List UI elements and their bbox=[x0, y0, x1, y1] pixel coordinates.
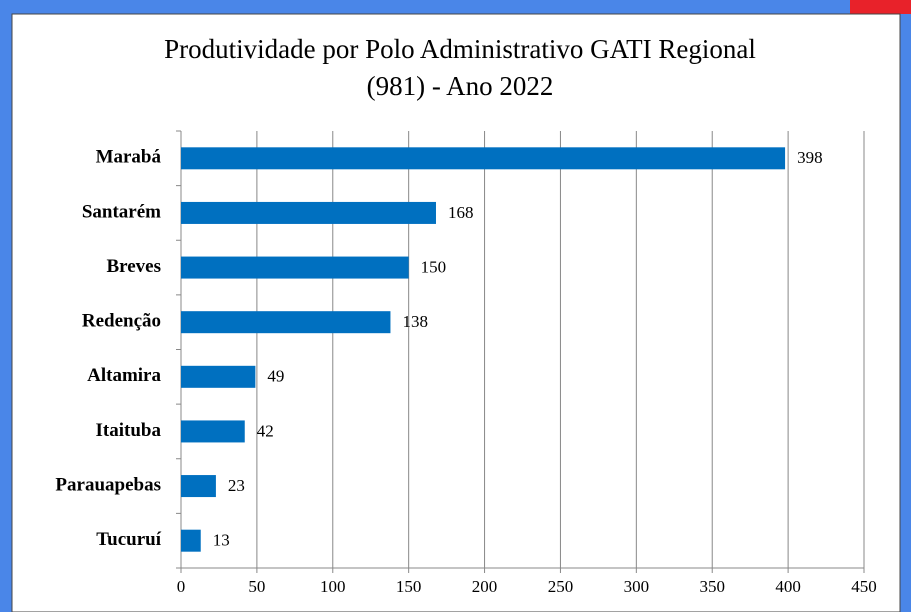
x-tick-label: 200 bbox=[472, 577, 498, 596]
x-tick-label: 50 bbox=[248, 577, 265, 596]
y-tick-label: Tucuruí bbox=[96, 529, 161, 550]
bar bbox=[181, 256, 409, 279]
chart-title: (981) - Ano 2022 bbox=[367, 71, 554, 101]
bar bbox=[181, 475, 216, 498]
x-tick-label: 300 bbox=[624, 577, 650, 596]
x-tick-label: 150 bbox=[396, 577, 422, 596]
x-tick-label: 0 bbox=[177, 577, 186, 596]
bar bbox=[181, 365, 256, 388]
y-tick-label: Itaituba bbox=[96, 420, 162, 441]
panel bbox=[11, 13, 901, 612]
x-tick-label: 350 bbox=[699, 577, 725, 596]
x-tick-label: 100 bbox=[320, 577, 346, 596]
y-tick-label: Parauapebas bbox=[55, 474, 161, 495]
y-tick-label: Breves bbox=[106, 256, 161, 277]
value-label: 49 bbox=[267, 367, 284, 386]
x-tick-label: 450 bbox=[851, 577, 877, 596]
y-tick-label: Redenção bbox=[82, 311, 161, 332]
chart-title: Produtividade por Polo Administrativo GA… bbox=[164, 34, 756, 64]
bar bbox=[181, 529, 201, 552]
y-tick-label: Santarém bbox=[82, 201, 161, 222]
value-label: 138 bbox=[402, 312, 428, 331]
corner bbox=[850, 0, 911, 14]
value-label: 42 bbox=[257, 421, 274, 440]
value-label: 150 bbox=[421, 257, 447, 276]
y-tick-label: Altamira bbox=[87, 365, 161, 386]
value-label: 398 bbox=[797, 148, 823, 167]
value-label: 23 bbox=[228, 476, 245, 495]
x-tick-label: 400 bbox=[775, 577, 801, 596]
bar bbox=[181, 420, 245, 443]
bar bbox=[181, 147, 786, 170]
x-tick-label: 250 bbox=[548, 577, 574, 596]
bar bbox=[181, 311, 391, 334]
value-label: 168 bbox=[448, 203, 474, 222]
value-label: 13 bbox=[213, 531, 230, 550]
y-tick-label: Marabá bbox=[96, 147, 162, 168]
bar bbox=[181, 201, 436, 224]
